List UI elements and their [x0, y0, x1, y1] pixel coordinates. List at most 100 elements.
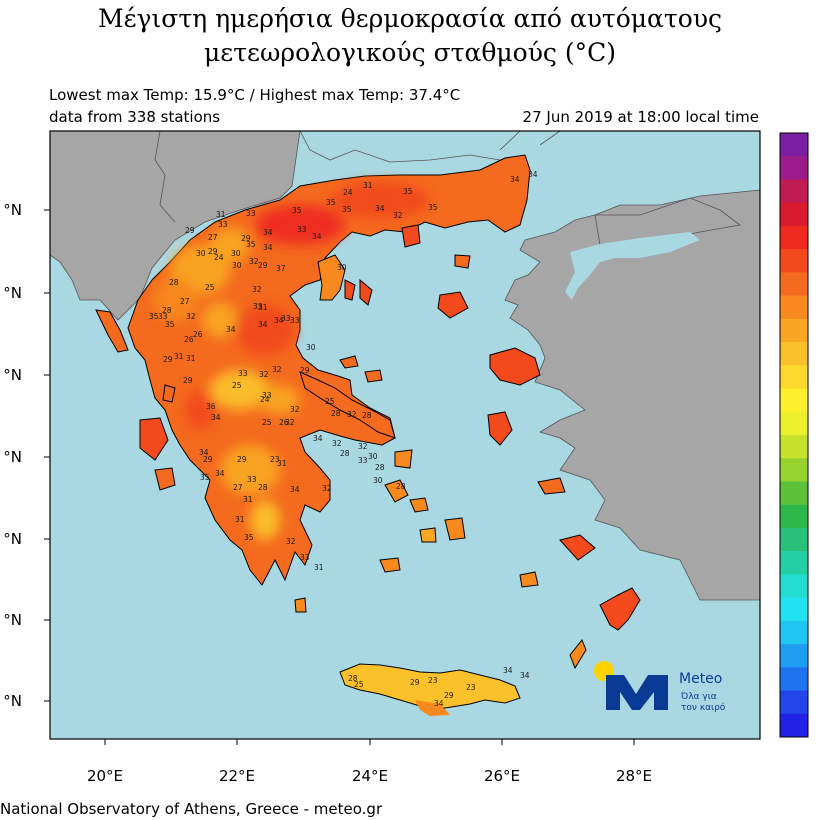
station-temp-label: 35: [403, 187, 413, 196]
lat-label: °N: [3, 611, 22, 629]
station-temp-label: 35: [149, 312, 159, 321]
lon-label: 26°E: [484, 767, 520, 785]
colorbar-frame: [779, 132, 809, 738]
station-temp-label: 29: [208, 247, 218, 256]
station-temp-label: 26: [279, 418, 289, 427]
meteo-m-icon: [606, 675, 668, 710]
colorbar-swatch: [780, 388, 808, 413]
station-temp-label: 28: [362, 411, 372, 420]
station-temp-label: 29: [410, 678, 420, 687]
sea-of-marmara: [565, 232, 700, 300]
colorbar-swatch: [780, 133, 808, 157]
colorbar-swatch: [780, 527, 808, 552]
station-temp-label: 27: [233, 483, 243, 492]
station-temp-label: 34: [528, 170, 538, 179]
logo-tagline-2: τον καιρό: [681, 702, 726, 713]
station-temp-label: 28: [331, 409, 341, 418]
station-temp-label: 31: [258, 303, 268, 312]
station-temp-label: 29: [163, 355, 173, 364]
lat-label: °N: [3, 692, 22, 710]
station-temp-label: 35: [342, 205, 352, 214]
colorbar-swatch: [780, 481, 808, 505]
station-temp-label: 24: [260, 395, 270, 404]
colorbar-swatch: [780, 411, 808, 436]
islands: [95, 224, 641, 716]
station-temp-label: 32: [285, 418, 295, 427]
colorbar-swatch: [780, 156, 808, 180]
station-temp-label: 34: [274, 316, 284, 325]
neighbouring-land: [50, 131, 760, 601]
station-temp-label: 36: [206, 402, 216, 411]
map-frame: [49, 130, 761, 740]
colorbar-swatch: [780, 597, 808, 622]
station-temp-label: 34: [313, 434, 323, 443]
colorbar-swatch: [780, 249, 808, 273]
colorbar: [779, 132, 809, 738]
colorbar-swatch: [780, 504, 808, 529]
lat-label: °N: [3, 201, 22, 219]
lon-label: 20°E: [87, 767, 123, 785]
colorbar-swatch: [780, 713, 808, 738]
station-temp-label: 34: [503, 666, 513, 675]
station-temp-label: 24: [214, 253, 224, 262]
colorbar-swatch: [780, 342, 808, 366]
meteo-logo: Meteo Όλα για τον καιρό: [594, 661, 726, 713]
colorbar-swatch: [780, 272, 808, 296]
colorbar-swatch: [780, 295, 808, 320]
station-temp-label: 35: [165, 320, 175, 329]
station-temp-label: 33: [247, 475, 257, 484]
station-temp-label: 25: [354, 680, 364, 689]
borders: [154, 131, 561, 223]
station-temp-label: 25: [262, 418, 272, 427]
map-area: [50, 131, 760, 739]
lon-label: 24°E: [352, 767, 388, 785]
station-temp-label: 34: [211, 413, 221, 422]
station-temp-label: 34: [290, 485, 300, 494]
station-temp-label: 25: [325, 397, 335, 406]
station-temp-label: 37: [276, 264, 286, 273]
station-temp-label: 34: [375, 204, 385, 213]
station-temp-label: 30: [368, 452, 378, 461]
station-temp-label: 26: [184, 335, 194, 344]
station-temp-label: 33: [300, 553, 310, 562]
station-temp-label: 34: [226, 325, 236, 334]
station-temp-label: 33: [238, 369, 248, 378]
station-temp-label: 31: [174, 352, 184, 361]
station-temp-label: 33: [218, 220, 228, 229]
colorbar-swatch: [780, 574, 808, 598]
station-count: data from 338 stations: [49, 108, 221, 126]
station-temp-label: 35: [246, 240, 256, 249]
lon-label: 22°E: [219, 767, 255, 785]
station-temp-label: 35: [292, 206, 302, 215]
station-temp-label: 28: [169, 278, 179, 287]
station-temp-label: 33: [290, 316, 300, 325]
station-temp-label: 29: [444, 691, 454, 700]
title-line-1: Μέγιστη ημερήσια θερμοκρασία από αυτόματ…: [97, 4, 723, 33]
low-high-temp: Lowest max Temp: 15.9°C / Highest max Te…: [49, 86, 461, 104]
station-temp-label: 34: [520, 671, 530, 680]
station-temp-label: 31: [243, 495, 253, 504]
station-temp-label: 29: [258, 261, 268, 270]
logo-name: Meteo: [679, 671, 722, 687]
lat-label: °N: [3, 366, 22, 384]
station-temp-label: 34: [312, 232, 322, 241]
station-temp-label: 30: [306, 343, 316, 352]
station-temp-label: 29: [185, 226, 195, 235]
station-temp-label: 30: [373, 476, 383, 485]
station-temp-label: 28: [258, 483, 268, 492]
station-temp-label: 32: [272, 365, 282, 374]
greece: [127, 154, 531, 586]
station-temp-label: 35: [200, 473, 210, 482]
footer-credit: National Observatory of Athens, Greece -…: [0, 800, 383, 818]
colorbar-swatch: [780, 318, 808, 343]
station-temp-label: 32: [252, 285, 262, 294]
station-temp-label: 30: [196, 249, 206, 258]
station-temp-label: 31: [235, 515, 245, 524]
station-temp-label: 33: [246, 209, 256, 218]
station-temp-label: 28: [340, 449, 350, 458]
station-temp-label: 25: [232, 381, 242, 390]
colorbar-swatch: [780, 620, 808, 645]
station-temp-label: 26: [193, 330, 203, 339]
latitude-labels: °N °N °N °N °N °N °N: [3, 201, 22, 710]
